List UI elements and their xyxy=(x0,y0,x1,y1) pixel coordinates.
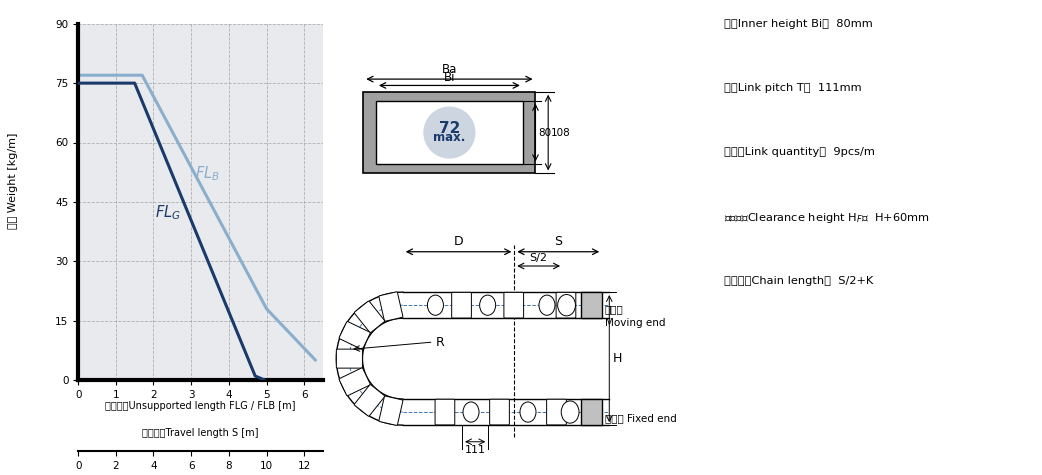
Text: Bi: Bi xyxy=(444,71,455,84)
FancyBboxPatch shape xyxy=(556,293,576,318)
Circle shape xyxy=(424,107,475,158)
Text: Ba: Ba xyxy=(442,63,457,76)
Text: 行程长度Travel length S [m]: 行程长度Travel length S [m] xyxy=(143,428,258,437)
Text: max.: max. xyxy=(433,131,466,143)
Ellipse shape xyxy=(562,401,579,423)
Ellipse shape xyxy=(539,295,555,315)
FancyBboxPatch shape xyxy=(451,293,471,318)
FancyBboxPatch shape xyxy=(339,368,370,396)
Ellipse shape xyxy=(427,295,444,315)
Ellipse shape xyxy=(557,294,575,316)
Text: 80: 80 xyxy=(539,128,551,138)
FancyBboxPatch shape xyxy=(354,301,384,332)
Text: 固定端 Fixed end: 固定端 Fixed end xyxy=(604,413,676,423)
FancyBboxPatch shape xyxy=(436,399,454,425)
Text: Moving end: Moving end xyxy=(604,318,665,328)
Text: S/2: S/2 xyxy=(529,253,548,263)
Bar xyxy=(580,399,602,425)
FancyBboxPatch shape xyxy=(490,399,510,425)
Text: 节距Link pitch T：  111mm: 节距Link pitch T： 111mm xyxy=(724,83,862,93)
Text: 架空长度Unsupported length FLG / FLB [m]: 架空长度Unsupported length FLG / FLB [m] xyxy=(105,401,296,411)
Text: R: R xyxy=(436,335,445,349)
Text: 链节数Link quantity：  9pcs/m: 链节数Link quantity： 9pcs/m xyxy=(724,147,875,157)
Text: 负载 Weight [kg/m]: 负载 Weight [kg/m] xyxy=(7,133,18,228)
Bar xyxy=(580,292,602,318)
Text: 111: 111 xyxy=(465,446,486,456)
Text: 内高Inner height Bi：  80mm: 内高Inner height Bi： 80mm xyxy=(724,19,873,29)
Text: H: H xyxy=(613,352,622,365)
FancyBboxPatch shape xyxy=(504,293,523,318)
FancyBboxPatch shape xyxy=(354,385,384,416)
FancyBboxPatch shape xyxy=(337,349,363,368)
Ellipse shape xyxy=(520,402,536,422)
FancyBboxPatch shape xyxy=(547,399,566,425)
Text: 移动端: 移动端 xyxy=(604,304,623,314)
Text: 拖链长度Chain length：  S/2+K: 拖链长度Chain length： S/2+K xyxy=(724,276,873,285)
Bar xyxy=(376,101,523,164)
Text: D: D xyxy=(453,235,464,248)
Text: $\mathit{FL_B}$: $\mathit{FL_B}$ xyxy=(195,164,220,183)
Text: S: S xyxy=(554,235,563,248)
FancyBboxPatch shape xyxy=(339,322,370,349)
FancyBboxPatch shape xyxy=(379,396,403,425)
FancyBboxPatch shape xyxy=(379,292,403,321)
Text: 安装高度Clearance height H$_F$：  H+60mm: 安装高度Clearance height H$_F$： H+60mm xyxy=(724,211,931,225)
Bar xyxy=(364,92,536,173)
Text: 108: 108 xyxy=(551,128,571,138)
Ellipse shape xyxy=(479,295,496,315)
Ellipse shape xyxy=(463,402,479,422)
Text: 72: 72 xyxy=(439,121,461,135)
Text: $\mathit{FL_G}$: $\mathit{FL_G}$ xyxy=(155,204,181,222)
